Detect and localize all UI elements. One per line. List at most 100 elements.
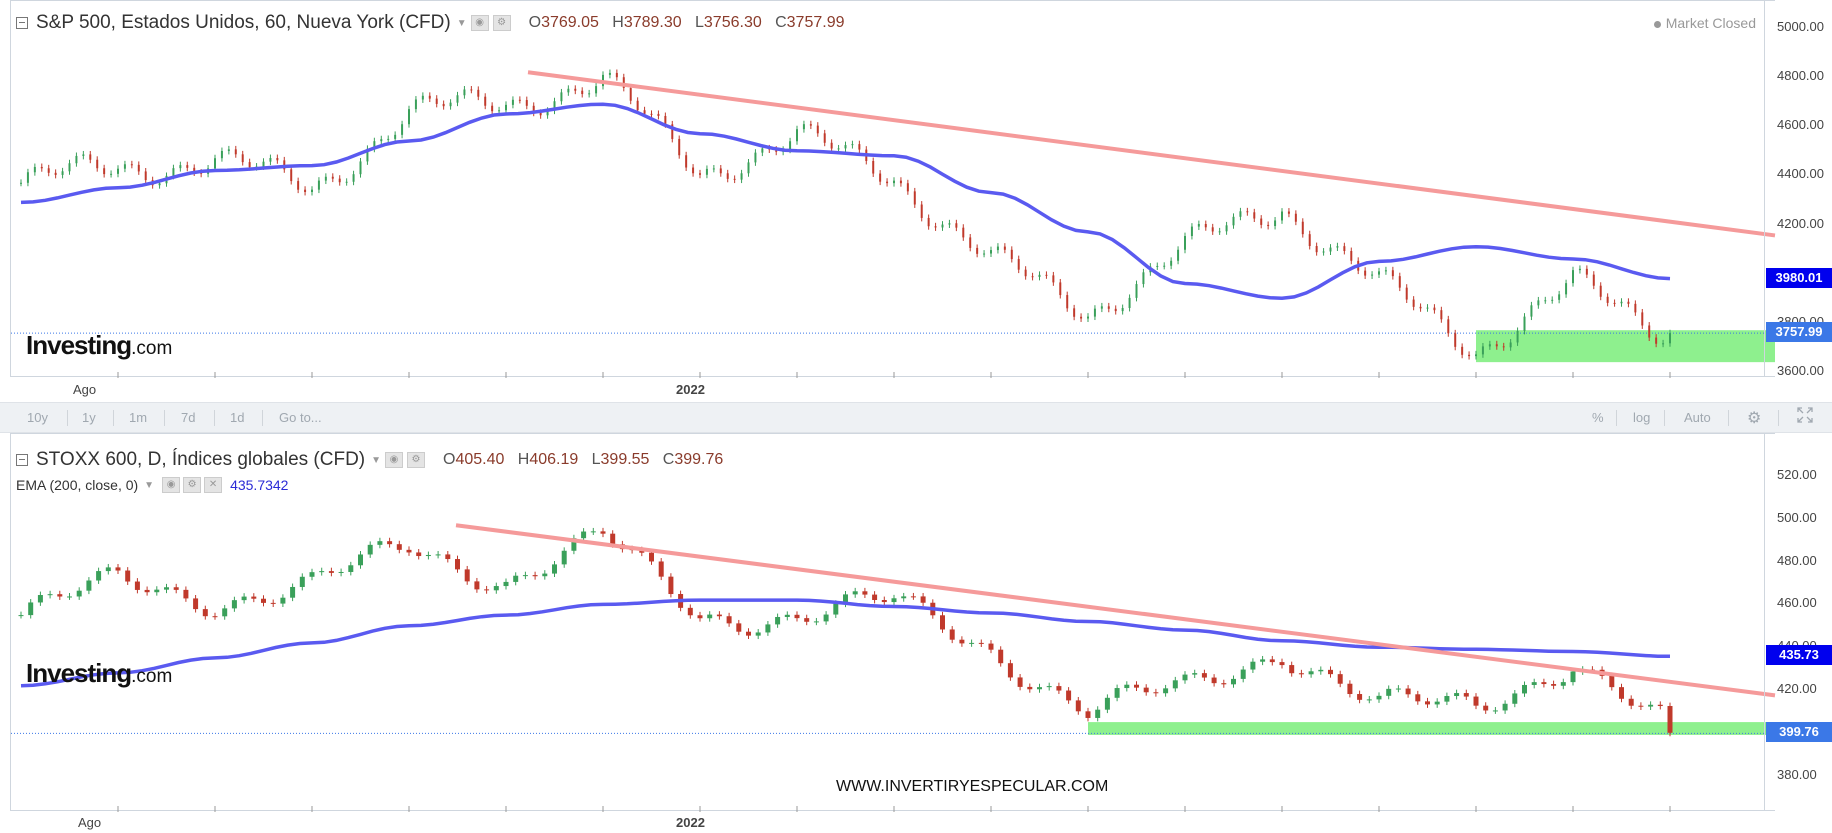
candle-body: [813, 621, 819, 623]
candle-body: [435, 554, 441, 556]
candle-body: [193, 167, 196, 173]
candle-body: [425, 554, 431, 557]
candle-body: [474, 581, 480, 590]
candle-body: [809, 124, 812, 126]
candle-body: [1027, 686, 1033, 690]
percent-scale-button[interactable]: %: [1592, 410, 1604, 425]
candle-body: [1221, 683, 1227, 685]
candle-body: [1177, 249, 1180, 261]
candle-body: [1386, 688, 1392, 696]
candle-body: [872, 160, 875, 174]
collapse-icon[interactable]: [16, 17, 28, 29]
candle-body: [959, 639, 965, 644]
eye-icon[interactable]: ◉: [385, 452, 404, 468]
candle-body: [1667, 706, 1673, 733]
candle-body: [1080, 316, 1083, 319]
range-10y-button[interactable]: 10y: [27, 410, 48, 425]
stoxx600-price-chart[interactable]: [11, 434, 1776, 812]
log-scale-button[interactable]: log: [1633, 410, 1651, 425]
candle-body: [1398, 276, 1401, 288]
eye-icon[interactable]: ◉: [162, 477, 181, 493]
candle-body: [532, 575, 538, 577]
candle-body: [1412, 299, 1415, 307]
fullscreen-icon[interactable]: [1797, 407, 1813, 426]
candle-body: [220, 150, 223, 159]
candle-body: [1017, 259, 1020, 270]
candle-body: [1609, 675, 1615, 688]
candle-body: [740, 173, 743, 180]
candle-body: [345, 181, 348, 183]
candle-body: [1124, 684, 1130, 689]
price-axis-label: 4800.00: [1777, 68, 1824, 84]
range-1m-button[interactable]: 1m: [129, 410, 148, 425]
range-1d-button[interactable]: 1d: [230, 410, 245, 425]
candle-body: [765, 624, 771, 633]
range-1y-button[interactable]: 1y: [82, 410, 96, 425]
stoxx600-title[interactable]: STOXX 600, D, Índices globales (CFD): [36, 449, 366, 470]
close-icon[interactable]: ✕: [204, 477, 223, 493]
candle-body: [435, 98, 438, 104]
eye-icon[interactable]: ◉: [470, 15, 489, 31]
candle-body: [1371, 274, 1374, 276]
candle-body: [103, 168, 106, 175]
candle-body: [1073, 308, 1076, 317]
candle-body: [1003, 246, 1006, 250]
open-label: O: [528, 14, 542, 31]
sp500-title[interactable]: S&P 500, Estados Unidos, 60, Nueva York …: [36, 12, 451, 33]
chevron-down-icon[interactable]: ▼: [456, 17, 467, 29]
candle-body: [1100, 306, 1103, 309]
gear-icon[interactable]: ⚙: [1747, 410, 1762, 427]
price-axis-label: 520.00: [1777, 467, 1817, 482]
candle-body: [1405, 688, 1411, 695]
candle-body: [1473, 696, 1479, 706]
candle-body: [754, 152, 757, 163]
collapse-icon[interactable]: [16, 454, 28, 466]
candle-body: [1153, 692, 1159, 694]
candle-body: [705, 168, 708, 175]
chevron-down-icon[interactable]: ▼: [144, 479, 155, 491]
candle-body: [775, 149, 778, 152]
candle-body: [470, 89, 473, 91]
candle-body: [719, 168, 722, 174]
candle-body: [852, 591, 858, 595]
auto-scale-button[interactable]: Auto: [1684, 410, 1711, 425]
candle-body: [1551, 684, 1557, 686]
price-axis-border: [1764, 433, 1765, 811]
candle-body: [1578, 268, 1581, 271]
candle-body: [1395, 688, 1401, 690]
candle-body: [1024, 269, 1027, 277]
candle-body: [1246, 211, 1249, 213]
candle-body: [1315, 246, 1318, 253]
toolbar-divider: [1728, 410, 1729, 426]
candle-body: [1010, 249, 1013, 260]
candle-body: [1107, 306, 1110, 309]
range-7d-button[interactable]: 7d: [181, 410, 196, 425]
ema-label[interactable]: EMA (200, close, 0): [16, 477, 139, 493]
sp500-price-chart[interactable]: [11, 1, 1776, 378]
candle-body: [1662, 343, 1665, 345]
sp500-plot-area[interactable]: [10, 0, 1776, 378]
stoxx600-plot-area[interactable]: [10, 433, 1776, 812]
settings-icon[interactable]: ⚙: [407, 452, 426, 468]
candle-body: [1287, 211, 1290, 214]
candle-body: [726, 616, 732, 624]
candle-body: [1218, 231, 1221, 233]
candle-body: [1620, 301, 1623, 304]
candle-body: [299, 576, 305, 587]
goto-button[interactable]: Go to...: [279, 410, 322, 425]
candle-body: [1599, 285, 1602, 297]
settings-icon[interactable]: ⚙: [492, 15, 511, 31]
candle-body: [110, 173, 113, 175]
candle-body: [442, 103, 445, 107]
candle-body: [1211, 677, 1217, 684]
logo-text: Investing: [26, 330, 132, 360]
candle-body: [1182, 674, 1188, 681]
candle-body: [1184, 236, 1186, 250]
candle-body: [33, 166, 36, 173]
candle-body: [1163, 688, 1169, 694]
candle-body: [173, 587, 179, 590]
candle-body: [421, 95, 424, 100]
chevron-down-icon[interactable]: ▼: [371, 454, 382, 466]
candle-body: [590, 531, 596, 533]
settings-icon[interactable]: ⚙: [183, 477, 202, 493]
